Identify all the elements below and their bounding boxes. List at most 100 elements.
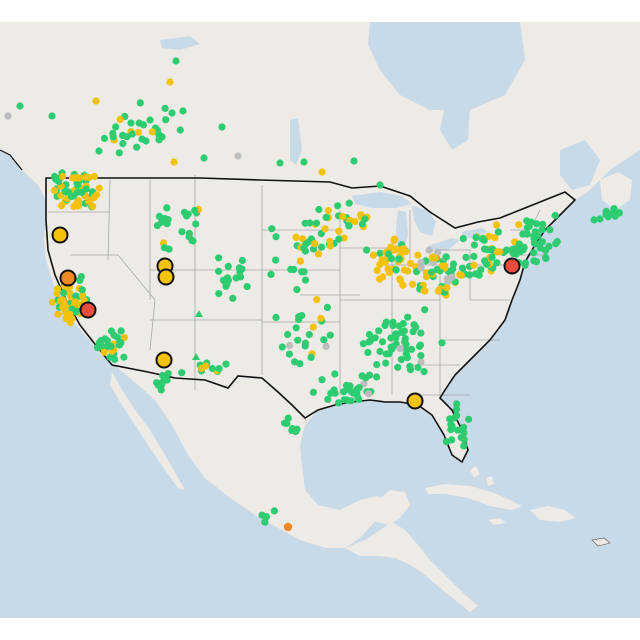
monitor-marker[interactable]: [127, 119, 135, 127]
monitor-marker[interactable]: [491, 234, 499, 242]
monitor-marker[interactable]: [384, 265, 392, 273]
monitor-marker[interactable]: [480, 245, 489, 253]
monitor-marker[interactable]: [376, 181, 384, 189]
monitor-marker[interactable]: [51, 172, 59, 180]
monitor-marker[interactable]: [401, 338, 409, 346]
monitor-marker[interactable]: [55, 177, 63, 185]
monitor-marker[interactable]: [272, 256, 280, 264]
monitor-marker[interactable]: [117, 327, 125, 335]
monitor-marker[interactable]: [460, 442, 468, 450]
monitor-marker[interactable]: [510, 245, 518, 253]
monitor-marker[interactable]: [432, 254, 440, 262]
monitor-marker[interactable]: [296, 257, 304, 265]
monitor-marker[interactable]: [363, 246, 371, 254]
monitor-marker[interactable]: [78, 286, 86, 294]
monitor-marker[interactable]: [272, 313, 280, 321]
monitor-marker[interactable]: [311, 240, 319, 248]
monitor-marker[interactable]: [492, 221, 501, 229]
monitor-marker[interactable]: [301, 276, 310, 284]
monitor-marker[interactable]: [479, 234, 487, 243]
monitor-marker[interactable]: [278, 343, 286, 351]
monitor-marker[interactable]: [58, 172, 67, 181]
monitor-marker[interactable]: [531, 240, 539, 248]
monitor-marker[interactable]: [74, 181, 82, 189]
monitor-marker[interactable]: [315, 205, 323, 214]
monitor-marker[interactable]: [293, 425, 301, 433]
monitor-marker[interactable]: [89, 202, 97, 210]
monitor-marker[interactable]: [389, 322, 397, 330]
monitor-marker[interactable]: [285, 350, 293, 358]
monitor-marker[interactable]: [340, 388, 348, 396]
monitor-marker[interactable]: [16, 102, 24, 110]
monitor-marker[interactable]: [71, 298, 79, 306]
monitor-marker[interactable]: [470, 261, 478, 269]
monitor-marker[interactable]: [100, 134, 109, 142]
monitor-marker[interactable]: [417, 329, 425, 337]
monitor-marker[interactable]: [448, 436, 456, 444]
monitor-marker[interactable]: [442, 253, 450, 261]
monitor-marker[interactable]: [590, 216, 598, 224]
monitor-marker[interactable]: [76, 276, 84, 284]
monitor-marker[interactable]: [243, 283, 251, 291]
special-site-marker[interactable]: [195, 310, 203, 317]
monitor-marker[interactable]: [168, 109, 176, 117]
monitor-marker[interactable]: [393, 330, 401, 338]
monitor-marker[interactable]: [458, 264, 467, 272]
monitor-marker[interactable]: [218, 123, 226, 131]
monitor-marker[interactable]: [318, 168, 326, 176]
monitor-marker[interactable]: [452, 405, 461, 413]
monitor-marker[interactable]: [270, 507, 278, 515]
monitor-marker[interactable]: [373, 361, 381, 369]
monitor-marker[interactable]: [215, 267, 223, 275]
monitor-marker[interactable]: [317, 243, 326, 251]
monitor-marker[interactable]: [523, 224, 531, 232]
monitor-marker[interactable]: [448, 273, 456, 281]
monitor-marker[interactable]: [434, 287, 442, 295]
monitor-marker[interactable]: [208, 364, 216, 373]
monitor-marker[interactable]: [158, 218, 166, 226]
monitor-marker[interactable]: [85, 197, 93, 205]
monitor-marker[interactable]: [134, 128, 143, 136]
monitor-marker[interactable]: [462, 253, 470, 261]
monitor-marker[interactable]: [72, 292, 80, 300]
monitor-marker[interactable]: [313, 296, 321, 304]
monitor-marker[interactable]: [456, 271, 464, 279]
monitor-marker[interactable]: [324, 206, 332, 215]
monitor-marker[interactable]: [148, 128, 156, 136]
monitor-marker[interactable]: [61, 188, 70, 196]
monitor-marker[interactable]: [232, 274, 240, 282]
monitor-marker[interactable]: [390, 246, 398, 254]
monitor-marker[interactable]: [292, 324, 300, 332]
monitor-marker[interactable]: [307, 353, 315, 361]
monitor-marker[interactable]: [312, 219, 321, 227]
monitor-marker[interactable]: [235, 264, 243, 272]
highlighted-stations-layer[interactable]: [51, 226, 521, 410]
monitor-marker[interactable]: [340, 396, 348, 404]
monitor-marker[interactable]: [120, 333, 128, 342]
monitor-marker[interactable]: [176, 126, 184, 134]
monitor-marker[interactable]: [215, 365, 223, 373]
monitor-marker[interactable]: [100, 348, 108, 356]
monitor-marker[interactable]: [229, 294, 237, 302]
monitor-marker[interactable]: [166, 78, 174, 86]
monitor-marker[interactable]: [139, 121, 148, 129]
monitor-marker[interactable]: [284, 330, 292, 339]
monitor-marker[interactable]: [546, 226, 554, 234]
monitor-marker[interactable]: [300, 158, 308, 166]
monitor-marker[interactable]: [539, 220, 547, 228]
monitor-marker[interactable]: [306, 219, 314, 227]
monitor-marker[interactable]: [103, 337, 111, 345]
monitor-marker[interactable]: [109, 133, 117, 141]
monitor-marker[interactable]: [85, 173, 93, 181]
monitor-marker[interactable]: [378, 256, 386, 264]
monitor-marker[interactable]: [283, 522, 293, 532]
monitor-marker[interactable]: [284, 414, 292, 422]
monitor-marker[interactable]: [353, 392, 361, 401]
monitor-marker[interactable]: [417, 264, 425, 272]
monitor-marker[interactable]: [54, 310, 62, 318]
monitor-marker[interactable]: [412, 323, 420, 331]
monitor-marker[interactable]: [334, 202, 342, 210]
monitor-marker[interactable]: [417, 258, 425, 266]
monitor-marker[interactable]: [379, 273, 387, 281]
